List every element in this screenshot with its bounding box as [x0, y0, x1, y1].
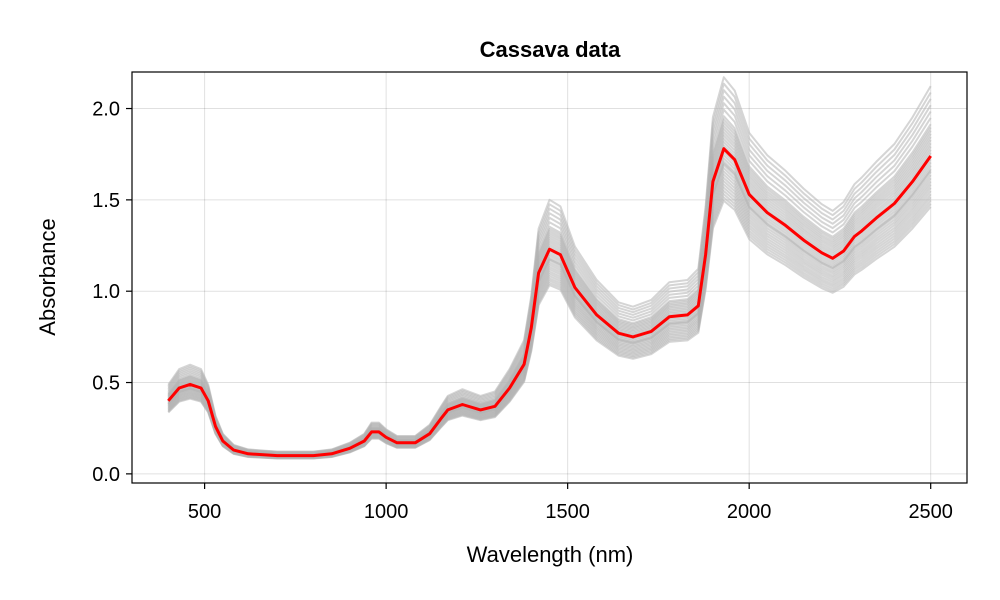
spectrum-line — [167, 141, 932, 457]
plot-frame — [131, 71, 968, 484]
spectrum-line — [167, 128, 932, 456]
x-tick-label: 500 — [188, 501, 221, 523]
y-tick-label: 2.0 — [92, 99, 120, 121]
y-axis-label: Absorbance — [35, 218, 60, 335]
y-tick-label: 0.5 — [92, 373, 120, 395]
spectrum-line — [167, 125, 932, 456]
x-tick-label: 2000 — [727, 501, 772, 523]
y-tick-label: 1.5 — [92, 190, 120, 212]
spectrum-line — [167, 138, 932, 457]
spectrum-line — [167, 151, 932, 457]
spectrum-line — [167, 167, 932, 458]
y-tick-label: 0.0 — [92, 464, 120, 486]
x-axis-label: Wavelength (nm) — [467, 542, 634, 567]
spectrum-line — [167, 134, 932, 456]
x-tick-label: 2500 — [908, 501, 953, 523]
plot-area — [167, 76, 932, 460]
mean-spectrum-line — [167, 147, 932, 458]
spectrum-line — [167, 199, 932, 460]
chart-title: Cassava data — [480, 37, 621, 62]
spectrum-line — [167, 147, 932, 457]
x-tick-label: 1500 — [545, 501, 590, 523]
y-tick-label: 1.0 — [92, 281, 120, 303]
axis-ticks: 500 1000 1500 2000 2500 0.0 0.5 1.0 1.5 2.0 — [92, 99, 953, 523]
spectrum-line — [167, 144, 932, 457]
spectrum-line — [167, 131, 932, 456]
spectrum-line — [167, 121, 932, 456]
spectra-series — [167, 76, 932, 460]
x-tick-label: 1000 — [364, 501, 409, 523]
mean-series — [167, 147, 932, 458]
